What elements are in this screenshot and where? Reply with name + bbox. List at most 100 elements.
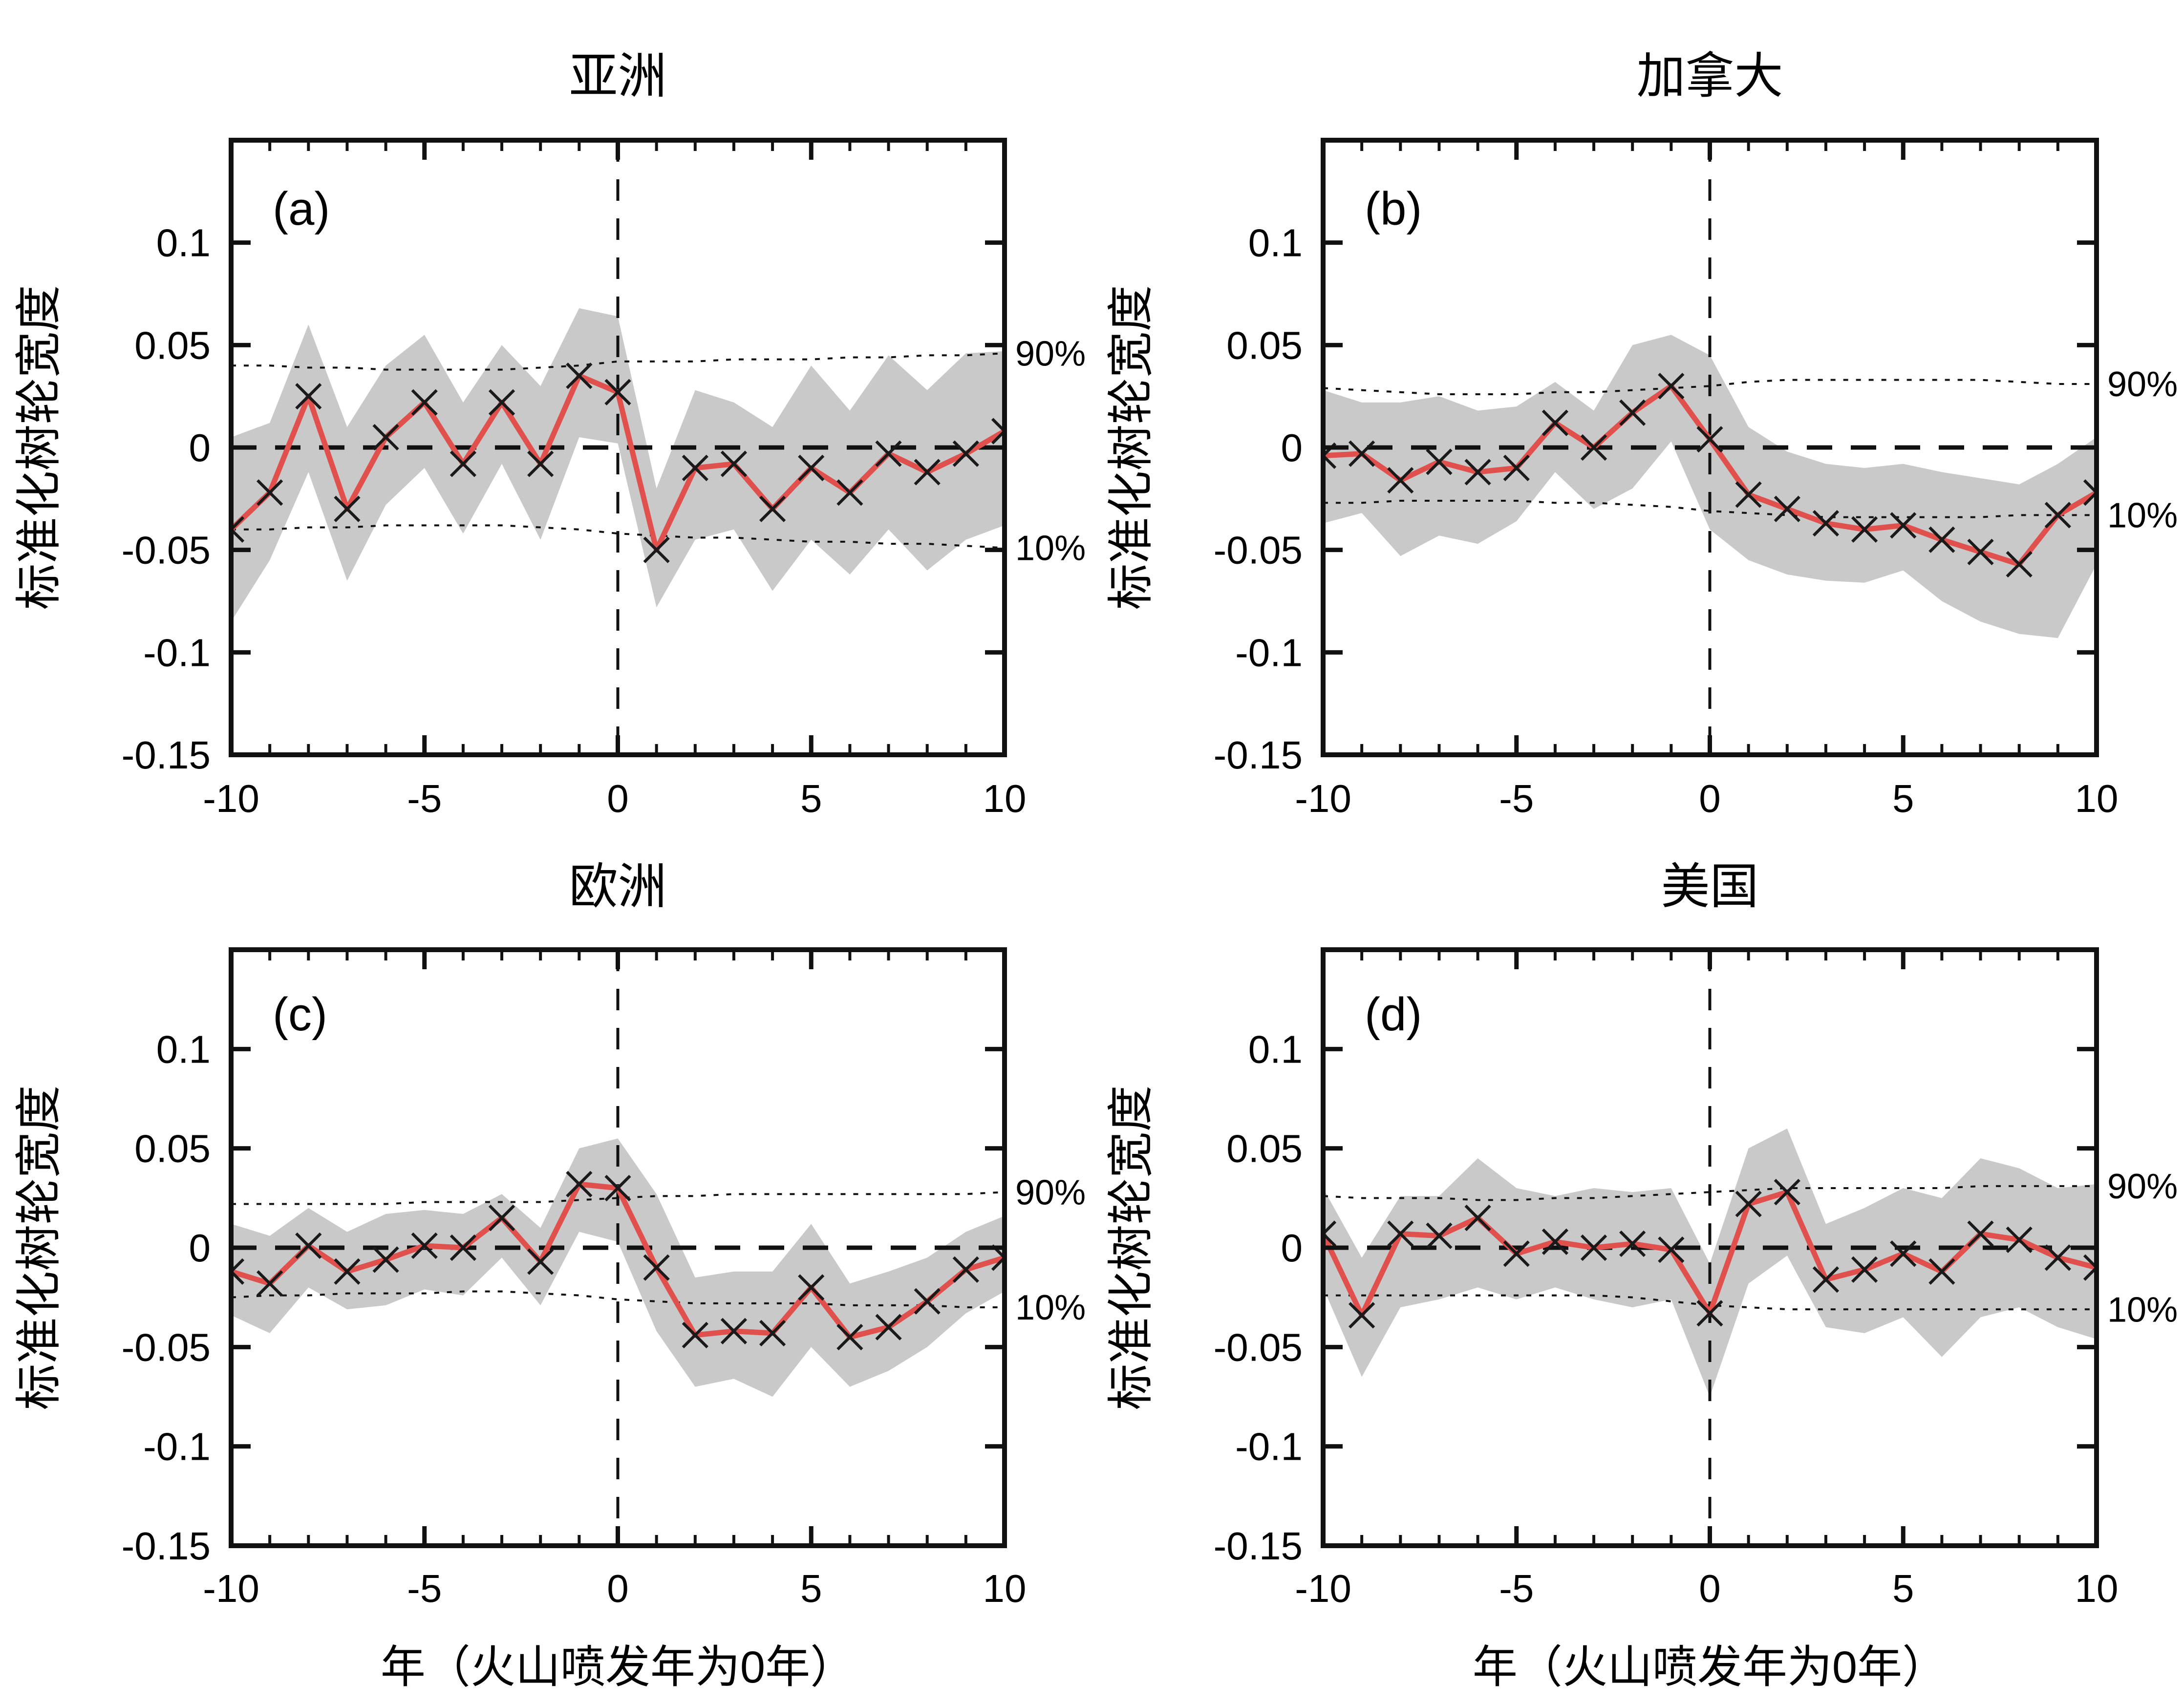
y-tick-label: 0.05 bbox=[134, 1127, 211, 1171]
x-tick-label: 0 bbox=[607, 1567, 629, 1610]
clipped-series bbox=[231, 950, 1005, 1546]
panel-usa: 美国 (d) 标准化树轮宽度 0.1 0.05 0 -0.05 -0.1 -0.… bbox=[1092, 852, 2184, 1704]
percentile-10-line bbox=[231, 524, 1005, 549]
y-tick-label: -0.15 bbox=[122, 733, 211, 777]
x-tick-label: -5 bbox=[407, 1567, 442, 1610]
major-ticks bbox=[229, 950, 1007, 1548]
y-tick-label: -0.1 bbox=[1235, 631, 1303, 674]
x-tick-label: 5 bbox=[800, 777, 822, 820]
y-tick-labels: 0.1 0.05 0 -0.05 -0.1 -0.15 bbox=[1214, 221, 1303, 777]
plot-area-europe bbox=[229, 947, 1007, 1548]
x-tick-label: -10 bbox=[203, 777, 259, 820]
panel-letter: (d) bbox=[1365, 988, 1422, 1041]
x-tick-label: 5 bbox=[1892, 1567, 1914, 1610]
chart-asia: 亚洲 (a) 标准化树轮宽度 0.1 0.05 0 -0.05 -0.1 -0.… bbox=[13, 49, 1086, 820]
pct-10-label: 10% bbox=[1015, 1288, 1086, 1327]
minor-ticks bbox=[268, 950, 967, 1546]
x-tick-labels: -10 -5 0 5 10 bbox=[203, 777, 1026, 820]
chart-canada: 加拿大 (b) 标准化树轮宽度 0.1 0.05 0 -0.05 -0.1 -0… bbox=[1105, 49, 2178, 820]
percentile-10-line bbox=[231, 1290, 1005, 1308]
y-tick-label: -0.05 bbox=[122, 529, 211, 572]
percentile-10-line bbox=[1323, 500, 2097, 518]
x-tick-labels: -10 -5 0 5 10 bbox=[203, 1567, 1026, 1610]
y-tick-label: -0.15 bbox=[122, 1524, 211, 1568]
panel-title: 加拿大 bbox=[1637, 49, 1783, 104]
x-tick-label: -5 bbox=[407, 777, 442, 820]
y-tick-label: -0.1 bbox=[143, 1425, 211, 1469]
y-tick-label: 0.1 bbox=[1248, 221, 1303, 265]
pct-10-label: 10% bbox=[2107, 496, 2178, 535]
pct-90-label: 90% bbox=[1015, 1173, 1086, 1212]
data-markers bbox=[231, 1171, 1005, 1351]
x-tick-label: 5 bbox=[1892, 777, 1914, 820]
panel-letter: (c) bbox=[273, 988, 327, 1041]
data-markers bbox=[1323, 1179, 2097, 1329]
x-tick-label: 0 bbox=[607, 777, 629, 820]
panel-letter: (b) bbox=[1365, 183, 1422, 235]
y-tick-label: -0.05 bbox=[1214, 1325, 1303, 1369]
panel-asia: 亚洲 (a) 标准化树轮宽度 0.1 0.05 0 -0.05 -0.1 -0.… bbox=[0, 0, 1092, 852]
x-tick-labels: -10 -5 0 5 10 bbox=[1295, 777, 2118, 820]
plot-area-usa bbox=[1321, 947, 2099, 1548]
x-tick-label: 0 bbox=[1699, 1567, 1721, 1610]
y-axis-label: 标准化树轮宽度 bbox=[1105, 1085, 1157, 1410]
percentile-90-line bbox=[1323, 1185, 2097, 1201]
confidence-band bbox=[1323, 335, 2097, 638]
y-axis-label: 标准化树轮宽度 bbox=[13, 1085, 65, 1410]
y-tick-label: 0.1 bbox=[1248, 1027, 1303, 1071]
y-tick-label: 0.1 bbox=[156, 1027, 211, 1071]
percentile-10-line bbox=[1323, 1294, 2097, 1311]
confidence-band bbox=[231, 308, 1005, 622]
panel-canada: 加拿大 (b) 标准化树轮宽度 0.1 0.05 0 -0.05 -0.1 -0… bbox=[1092, 0, 2184, 852]
y-axis-label: 标准化树轮宽度 bbox=[1105, 285, 1157, 610]
x-tick-label: 10 bbox=[983, 1567, 1027, 1610]
x-tick-labels: -10 -5 0 5 10 bbox=[1295, 1567, 2118, 1610]
y-tick-label: 0 bbox=[1281, 1226, 1303, 1270]
x-tick-label: 0 bbox=[1699, 777, 1721, 820]
major-ticks bbox=[1321, 140, 2099, 757]
y-tick-label: -0.1 bbox=[1235, 1425, 1303, 1469]
plot-area-canada bbox=[1321, 138, 2099, 757]
pct-90-label: 90% bbox=[2107, 1167, 2178, 1206]
x-tick-label: -5 bbox=[1499, 777, 1534, 820]
confidence-band bbox=[1323, 1129, 2097, 1397]
pct-10-label: 10% bbox=[1015, 529, 1086, 568]
minor-ticks bbox=[1360, 950, 2059, 1546]
y-tick-label: 0.05 bbox=[134, 323, 211, 367]
y-tick-label: 0 bbox=[189, 426, 211, 469]
x-tick-label: -10 bbox=[1295, 1567, 1351, 1610]
y-tick-label: -0.05 bbox=[122, 1325, 211, 1369]
minor-ticks bbox=[1360, 140, 2059, 755]
panel-europe: 欧洲 (c) 标准化树轮宽度 0.1 0.05 0 -0.05 -0.1 -0.… bbox=[0, 852, 1092, 1704]
x-tick-label: 10 bbox=[2075, 1567, 2119, 1610]
percentile-90-line bbox=[231, 352, 1005, 371]
confidence-band bbox=[231, 1138, 1005, 1397]
x-tick-label: 5 bbox=[800, 1567, 822, 1610]
x-tick-label: 10 bbox=[983, 777, 1027, 820]
chart-usa: 美国 (d) 标准化树轮宽度 0.1 0.05 0 -0.05 -0.1 -0.… bbox=[1105, 859, 2178, 1692]
pct-10-label: 10% bbox=[2107, 1290, 2178, 1329]
x-tick-label: 10 bbox=[2075, 777, 2119, 820]
y-tick-labels: 0.1 0.05 0 -0.05 -0.1 -0.15 bbox=[1214, 1027, 1303, 1568]
y-tick-label: -0.05 bbox=[1214, 529, 1303, 572]
panel-title: 欧洲 bbox=[569, 859, 667, 914]
percentile-90-line bbox=[1323, 379, 2097, 395]
y-tick-label: 0 bbox=[1281, 426, 1303, 469]
x-axis-label: 年（火山喷发年为0年） bbox=[1473, 1642, 1947, 1692]
pct-90-label: 90% bbox=[1015, 334, 1086, 373]
y-tick-label: 0.05 bbox=[1226, 323, 1303, 367]
y-tick-labels: 0.1 0.05 0 -0.05 -0.1 -0.15 bbox=[122, 1027, 211, 1568]
major-ticks bbox=[229, 140, 1007, 757]
x-axis-label: 年（火山喷发年为0年） bbox=[381, 1642, 855, 1692]
y-tick-label: 0.1 bbox=[156, 221, 211, 265]
panel-title: 美国 bbox=[1661, 859, 1759, 914]
plot-area-asia bbox=[229, 138, 1007, 757]
pct-90-label: 90% bbox=[2107, 365, 2178, 404]
y-tick-labels: 0.1 0.05 0 -0.05 -0.1 -0.15 bbox=[122, 221, 211, 777]
x-tick-label: -5 bbox=[1499, 1567, 1534, 1610]
data-markers bbox=[1323, 373, 2097, 578]
panel-title: 亚洲 bbox=[569, 49, 667, 104]
chart-europe: 欧洲 (c) 标准化树轮宽度 0.1 0.05 0 -0.05 -0.1 -0.… bbox=[13, 859, 1086, 1692]
percentile-90-line bbox=[231, 1191, 1005, 1205]
